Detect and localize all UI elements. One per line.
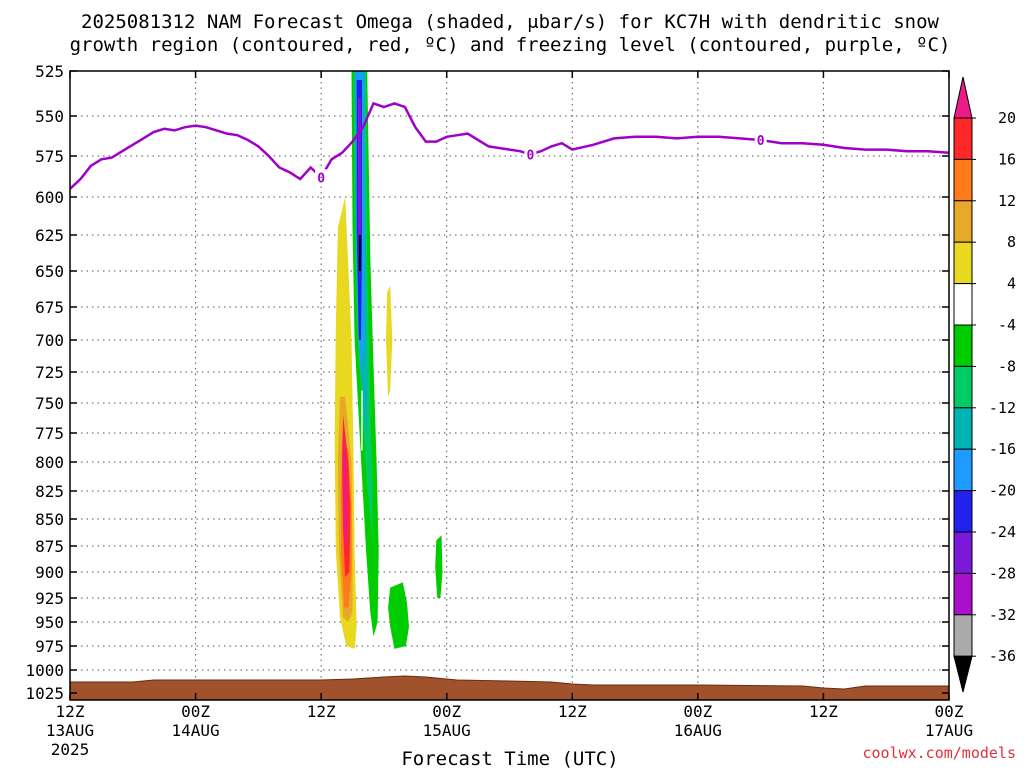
y-tick-label: 1000	[25, 661, 64, 680]
x-tick-label: 12Z	[809, 702, 838, 721]
terrain-fill	[70, 675, 949, 700]
y-tick-label: 950	[35, 613, 64, 632]
credit-text: coolwx.com/models	[862, 744, 1016, 762]
colorbar-box	[953, 490, 973, 533]
colorbar-label: 16	[998, 150, 1016, 168]
colorbar-label: -24	[989, 523, 1016, 541]
colorbar-label: 20	[998, 109, 1016, 127]
colorbar-box	[953, 200, 973, 243]
colorbar-label: -36	[989, 647, 1016, 665]
colorbar-box	[953, 407, 973, 450]
colorbar-label: -8	[998, 357, 1016, 375]
x-tick-label: 00Z	[683, 702, 712, 721]
y-tick-label: 625	[35, 226, 64, 245]
x-tick-label: 00Z	[181, 702, 210, 721]
y-tick-label: 700	[35, 331, 64, 350]
x-tick-label: 12Z	[56, 702, 85, 721]
y-tick-label: 975	[35, 637, 64, 656]
freezing-level-label: 0	[317, 171, 325, 186]
colorbar-box	[953, 531, 973, 574]
freezing-label-bg	[754, 132, 767, 148]
colorbar-label: -32	[989, 606, 1016, 624]
colorbar: 20 16 12 8 4 -4 -8 -12 -16 -20 -24 -28 -32 -36	[953, 76, 1016, 693]
x-tick-label: 17AUG	[925, 721, 973, 740]
omega-cell-green-small	[435, 535, 443, 598]
omega-cell-green	[388, 582, 409, 649]
plot-frame	[69, 70, 950, 701]
y-tick-label: 850	[35, 510, 64, 529]
omega-shading	[334, 71, 443, 649]
omega-cell-yellow-core	[388, 340, 391, 379]
terrain-layer	[70, 675, 949, 700]
y-tick-label: 875	[35, 537, 64, 556]
colorbar-box	[953, 448, 973, 492]
colorbar-box	[953, 117, 973, 160]
freezing-level-label: 0	[527, 148, 535, 163]
y-tick-label: 925	[35, 589, 64, 608]
y-tick-label: 1025	[25, 684, 64, 703]
colorbar-box	[953, 158, 973, 202]
freezing-level-contour: 0 0 0	[70, 101, 949, 190]
y-tick-label: 825	[35, 482, 64, 501]
colorbar-label: -4	[998, 316, 1016, 334]
y-tick-label: 800	[35, 453, 64, 472]
y-tick-label: 775	[35, 424, 64, 443]
y-tick-label: 675	[35, 298, 64, 317]
x-tick-label: 12Z	[307, 702, 336, 721]
x-tick-label: 14AUG	[171, 721, 219, 740]
colorbar-box	[953, 324, 973, 367]
colorbar-label: 4	[1007, 275, 1016, 293]
y-axis: 525 550 575 600 625 650 675 700 725 750 775 800 825 8…	[25, 62, 949, 703]
x-axis-label: Forecast Time (UTC)	[401, 748, 618, 768]
y-tick-label: 525	[35, 62, 64, 81]
y-tick-label: 550	[35, 107, 64, 126]
grid-lines	[70, 71, 949, 700]
y-tick-label: 900	[35, 563, 64, 582]
colorbar-label: 8	[1007, 233, 1016, 251]
colorbar-label: -16	[989, 440, 1016, 458]
plot-area	[70, 71, 949, 700]
x-tick-label: 00Z	[432, 702, 461, 721]
colorbar-box	[953, 614, 973, 657]
chart-title-line1: 2025081312 NAM Forecast Omega (shaded, μ…	[81, 11, 939, 33]
x-tick-label: 12Z	[558, 702, 587, 721]
freezing-label-bg	[524, 146, 537, 163]
colorbar-label: -12	[989, 399, 1016, 417]
y-tick-label: 575	[35, 147, 64, 166]
colorbar-bottom-triangle	[953, 655, 973, 693]
x-tick-label: 2025	[51, 740, 90, 759]
x-tick-label: 15AUG	[423, 721, 471, 740]
x-tick-label: 13AUG	[46, 721, 94, 740]
colorbar-label: 12	[998, 192, 1016, 210]
freezing-level-line	[70, 101, 949, 190]
y-tick-label: 725	[35, 363, 64, 382]
freezing-level-label: 0	[757, 134, 765, 149]
y-tick-label: 600	[35, 188, 64, 207]
x-tick-label: 00Z	[935, 702, 964, 721]
omega-region-magenta	[343, 427, 348, 552]
chart-title-line2: growth region (contoured, red, ºC) and f…	[70, 34, 951, 56]
colorbar-box	[953, 365, 973, 409]
colorbar-box	[953, 241, 973, 285]
colorbar-label: -28	[989, 564, 1016, 582]
y-tick-label: 750	[35, 394, 64, 413]
y-tick-label: 650	[35, 262, 64, 281]
x-tick-label: 16AUG	[674, 721, 722, 740]
colorbar-label: -20	[989, 482, 1016, 500]
colorbar-box	[953, 283, 973, 326]
freezing-label-bg	[315, 169, 328, 186]
colorbar-top-triangle	[953, 76, 973, 119]
colorbar-box	[953, 572, 973, 616]
